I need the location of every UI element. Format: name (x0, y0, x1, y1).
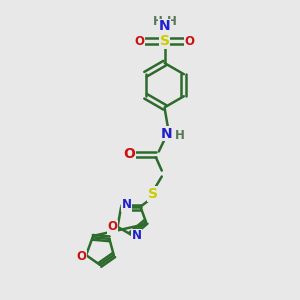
Text: O: O (124, 147, 135, 161)
Text: S: S (160, 34, 170, 48)
Text: N: N (132, 230, 142, 242)
Text: H: H (175, 129, 184, 142)
Text: N: N (122, 198, 132, 211)
Text: S: S (148, 187, 158, 201)
Text: N: N (159, 19, 170, 33)
Text: H: H (152, 15, 162, 28)
Text: H: H (167, 15, 177, 28)
Text: O: O (107, 220, 117, 233)
Text: O: O (77, 250, 87, 263)
Text: O: O (135, 34, 145, 48)
Text: N: N (160, 127, 172, 141)
Text: O: O (185, 34, 195, 48)
